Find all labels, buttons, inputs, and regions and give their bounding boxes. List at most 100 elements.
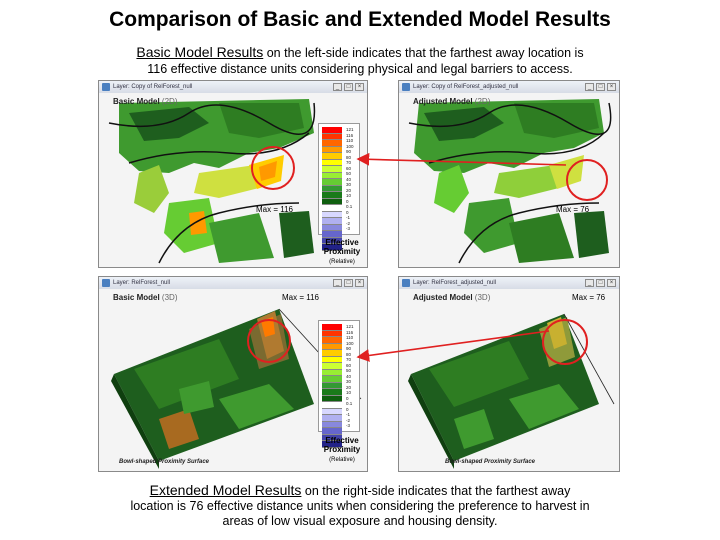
legend-swatch bbox=[322, 153, 342, 160]
app-icon bbox=[402, 83, 410, 91]
legend-tick-label: 0.1 bbox=[346, 401, 353, 406]
page-title: Comparison of Basic and Extended Model R… bbox=[109, 8, 611, 31]
window-title: Layer: Copy of RelForest_adjusted_null bbox=[413, 84, 519, 90]
panel-title: Basic Model (3D) bbox=[113, 293, 178, 302]
max-label-adjusted-3d: Max = 76 bbox=[572, 293, 606, 302]
legend-tick-label: 80 bbox=[346, 154, 352, 160]
max-label-adjusted-2d: Max = 76 bbox=[556, 205, 590, 214]
legend-swatch bbox=[322, 421, 342, 428]
app-icon bbox=[102, 279, 110, 287]
panel-title: Adjusted Model (2D) bbox=[413, 97, 491, 106]
legend-swatch bbox=[322, 395, 342, 402]
legend-tick-label: 60 bbox=[346, 362, 352, 368]
app-icon bbox=[402, 279, 410, 287]
outro-line2: location is 76 effective distance units … bbox=[130, 499, 590, 513]
legend-tick-label: 0 bbox=[346, 406, 349, 412]
legend-color-bar bbox=[322, 127, 342, 251]
legend-caption-top: Effective Proximity (Relative) bbox=[323, 238, 361, 265]
intro-line2: 116 effective distance units considering… bbox=[147, 62, 573, 76]
legend-tick-label: 50 bbox=[346, 171, 352, 176]
minimize-button[interactable]: _ bbox=[333, 83, 342, 91]
legend-tick-label: -2 bbox=[346, 220, 351, 226]
legend-tick-label: 30 bbox=[346, 379, 352, 384]
legend-swatch bbox=[322, 198, 342, 205]
legend-tick-label: -3 bbox=[346, 423, 351, 428]
legend-swatch bbox=[322, 179, 342, 186]
legend-tick-label: 116 bbox=[346, 132, 354, 138]
max-label-basic-2d: Max = 116 bbox=[256, 205, 293, 214]
legend-tick-label: 40 bbox=[346, 176, 352, 182]
panel-basic-3d: Layer: RelForest_null _ □ × Basic Model … bbox=[98, 276, 368, 472]
close-button[interactable]: × bbox=[607, 279, 616, 287]
app-icon bbox=[102, 83, 110, 91]
legend-caption-bottom: Effective Proximity (Relative) bbox=[323, 436, 361, 463]
legend-tick-label: -3 bbox=[346, 226, 351, 231]
legend-swatch bbox=[322, 337, 342, 344]
legend-tick-label: -1 bbox=[346, 412, 351, 417]
legend-swatch bbox=[322, 441, 342, 448]
intro-lead: Basic Model Results bbox=[136, 44, 264, 60]
legend-tick-label: 90 bbox=[346, 149, 352, 154]
legend-swatch bbox=[322, 389, 342, 396]
legend-tick-label: 0 bbox=[346, 209, 349, 215]
legend-tick-label: 110 bbox=[346, 335, 354, 340]
legend-swatch bbox=[322, 356, 342, 363]
legend-swatch bbox=[322, 218, 342, 225]
highlight-circle bbox=[251, 146, 295, 190]
map-3d-basic bbox=[99, 289, 367, 471]
window-title: Layer: RelForest_null bbox=[113, 280, 171, 286]
maximize-button[interactable]: □ bbox=[344, 279, 353, 287]
close-button[interactable]: × bbox=[355, 83, 364, 91]
close-button[interactable]: × bbox=[355, 279, 364, 287]
minimize-button[interactable]: _ bbox=[585, 83, 594, 91]
legend-tick-label: 100 bbox=[346, 143, 354, 149]
legend-tick-label: 121 bbox=[346, 127, 354, 132]
legend-tick-label: 10 bbox=[346, 390, 352, 395]
legend-swatch bbox=[322, 172, 342, 179]
legend-top: 121 116 110 100 90 80 70 60 50 40 30 20 10 0 0.1 0 -1 -2-… bbox=[318, 123, 360, 251]
highlight-circle bbox=[566, 159, 608, 201]
legend-swatch bbox=[322, 192, 342, 199]
legend-tick-label: 70 bbox=[346, 160, 352, 165]
intro-line1: on the left-side indicates that the fart… bbox=[263, 46, 584, 60]
legend-swatch bbox=[322, 408, 342, 415]
legend-swatch bbox=[322, 146, 342, 153]
legend-swatch bbox=[322, 166, 342, 173]
intro-text: Basic Model Results on the left-side ind… bbox=[100, 44, 620, 77]
close-button[interactable]: × bbox=[607, 83, 616, 91]
surface-caption: Bowl-shaped Proximity Surface bbox=[445, 459, 536, 465]
panel-basic-2d: Layer: Copy of RelForest_null _ □ × Basi… bbox=[98, 80, 368, 268]
legend-tick-label: 10 bbox=[346, 193, 352, 198]
outro-line1: on the right-side indicates that the far… bbox=[301, 484, 571, 498]
outro-line3: areas of low visual exposure and housing… bbox=[222, 514, 498, 528]
maximize-button[interactable]: □ bbox=[596, 83, 605, 91]
legend-swatch bbox=[322, 363, 342, 370]
legend-ticks: 121 116 110 100 90 80 70 60 50 40 30 20 10 0 0.1 0 -1 -2-… bbox=[346, 324, 354, 429]
legend-swatch bbox=[322, 224, 342, 231]
legend-tick-label: -1 bbox=[346, 215, 351, 220]
legend-swatch bbox=[322, 382, 342, 389]
legend-swatch bbox=[322, 324, 342, 331]
legend-swatch bbox=[322, 428, 342, 435]
legend-swatch bbox=[322, 376, 342, 383]
legend-swatch bbox=[322, 231, 342, 238]
legend-tick-label: 60 bbox=[346, 165, 352, 171]
minimize-button[interactable]: _ bbox=[333, 279, 342, 287]
legend-swatch bbox=[322, 402, 342, 409]
legend-tick-label: 40 bbox=[346, 373, 352, 379]
panel-title: Basic Model (2D) bbox=[113, 97, 178, 106]
map-2d-adjusted bbox=[399, 93, 619, 267]
maximize-button[interactable]: □ bbox=[344, 83, 353, 91]
legend-swatch bbox=[322, 205, 342, 212]
legend-tick-label: 110 bbox=[346, 138, 354, 143]
highlight-circle bbox=[247, 319, 291, 363]
legend-swatch bbox=[322, 140, 342, 147]
surface-caption: Bowl-shaped Proximity Surface bbox=[119, 459, 210, 465]
outro-text: Extended Model Results on the right-side… bbox=[100, 483, 620, 529]
legend-tick-label: 0 bbox=[346, 395, 349, 401]
legend-tick-label: -2 bbox=[346, 417, 351, 423]
minimize-button[interactable]: _ bbox=[585, 279, 594, 287]
legend-tick-label: 20 bbox=[346, 384, 352, 390]
legend-swatch bbox=[322, 159, 342, 166]
maximize-button[interactable]: □ bbox=[596, 279, 605, 287]
